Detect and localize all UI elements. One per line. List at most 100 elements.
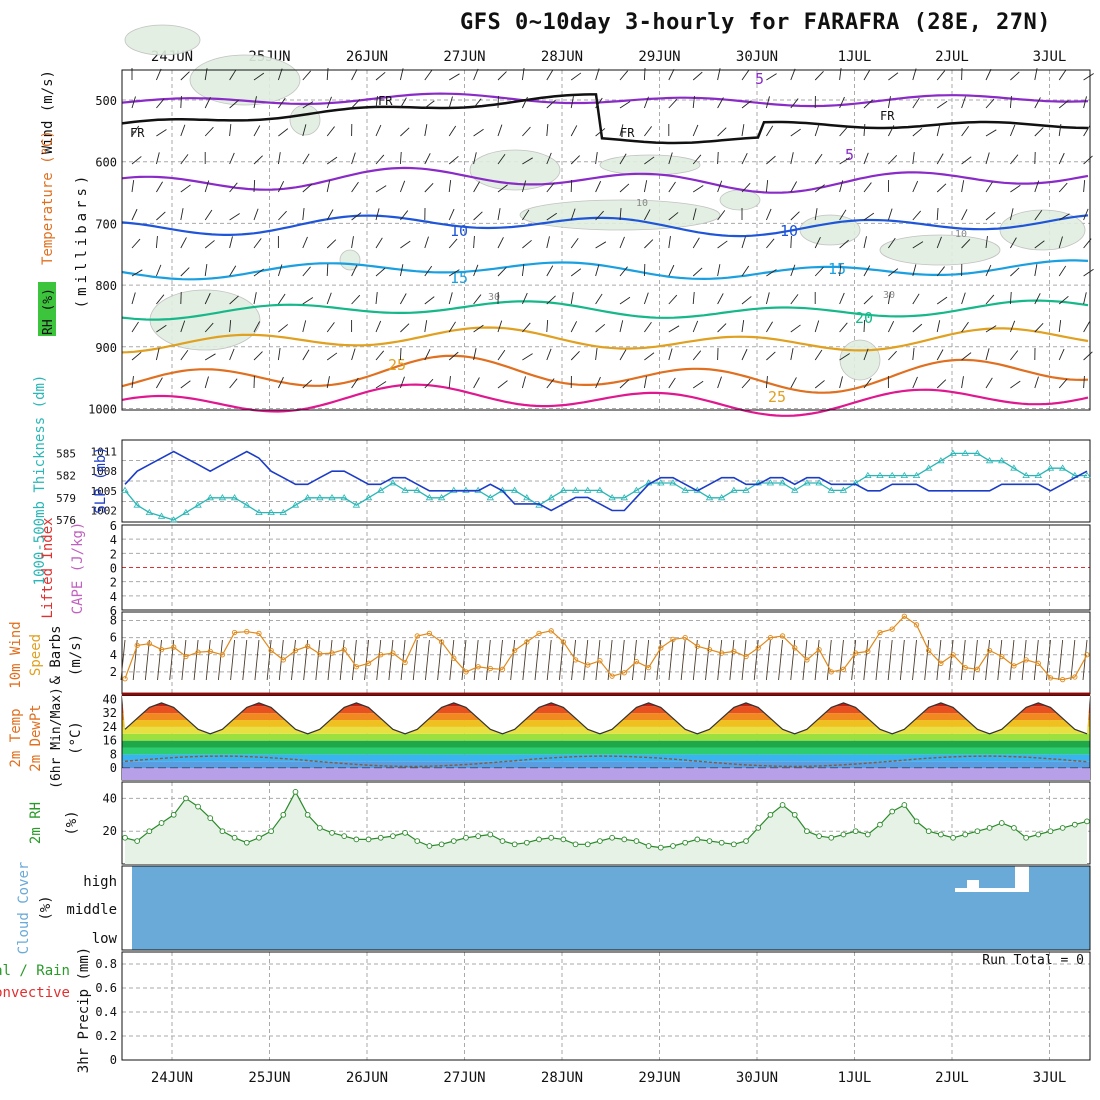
wind-barb xyxy=(448,180,452,193)
wind-speed-point xyxy=(926,647,932,654)
wind-barb xyxy=(473,211,483,221)
wind-barb-10m xyxy=(437,639,443,681)
wind-speed-point xyxy=(390,650,396,656)
date-label-bottom: 27JUN xyxy=(443,1070,485,1086)
rh-point xyxy=(268,828,274,835)
wind-barb xyxy=(961,292,966,305)
wind-axis-label: Wind (m/s) xyxy=(40,70,56,154)
wind-barb xyxy=(546,152,552,165)
wind-barb-10m xyxy=(985,639,991,681)
wind-barb xyxy=(375,71,386,81)
wind-barb-10m xyxy=(839,639,844,681)
wind-barb xyxy=(180,237,187,249)
run-total-label: Run Total = 0 xyxy=(982,953,1084,968)
wind-barb xyxy=(497,71,507,81)
wind-barb xyxy=(790,348,794,361)
rh-point xyxy=(560,836,567,843)
rh-point xyxy=(694,836,701,843)
panel-frame-slp xyxy=(121,439,1091,523)
rh-point xyxy=(986,825,993,831)
wind-barb xyxy=(595,323,606,333)
wind-barb xyxy=(814,320,820,333)
wind-speed-point xyxy=(414,633,420,639)
rh-point xyxy=(1084,818,1090,825)
wind-barb xyxy=(717,240,728,249)
wind-barb xyxy=(741,153,748,165)
thickness-point xyxy=(1034,471,1042,478)
wind-barb xyxy=(156,211,166,221)
wind-barb xyxy=(229,320,232,333)
wind-barb xyxy=(961,376,964,389)
wind-barb xyxy=(1083,375,1085,389)
rh-point xyxy=(390,833,396,839)
wind-barb xyxy=(863,236,867,249)
wind-barb xyxy=(1083,268,1094,277)
isotherm-label: 15 xyxy=(450,269,468,287)
wind-barb xyxy=(839,292,845,305)
temperature-tick: 24 xyxy=(103,720,117,734)
wind-barb xyxy=(766,238,775,249)
wind-barb xyxy=(668,98,678,109)
wind-barb xyxy=(522,126,531,137)
wind-barb xyxy=(1083,73,1094,81)
wind-speed-point xyxy=(682,635,688,641)
wind-barb xyxy=(814,237,821,249)
wind-barb xyxy=(546,295,556,305)
rh-shading xyxy=(599,154,701,176)
wind-speed-point xyxy=(426,630,433,637)
thickness-point xyxy=(547,494,555,501)
wind-barb xyxy=(277,348,281,361)
wind-barb xyxy=(668,181,676,193)
thickness-point xyxy=(255,508,263,515)
wind-barb-10m xyxy=(607,639,613,681)
wind-barb xyxy=(424,70,433,81)
wind-barb xyxy=(839,264,842,277)
wind-barb xyxy=(839,239,849,249)
wind-barb-10m xyxy=(814,639,820,681)
wind-barb xyxy=(863,265,871,277)
wind-barb xyxy=(156,181,163,193)
wind-barb xyxy=(351,265,358,277)
thickness-point xyxy=(717,494,726,501)
wind-barb-10m xyxy=(230,639,236,681)
rh-point xyxy=(779,802,786,808)
wind-barb xyxy=(595,210,604,221)
wind-speed-point xyxy=(402,659,408,666)
wind-speed-point xyxy=(146,641,153,647)
wind-barb xyxy=(473,235,475,249)
wind-barb xyxy=(351,212,362,221)
wind-barb xyxy=(546,348,552,361)
wind-barb xyxy=(912,97,920,109)
wind-barb-10m xyxy=(705,639,710,681)
wind-barb xyxy=(717,151,719,165)
wind-barb xyxy=(473,98,482,109)
rh-point xyxy=(195,803,201,810)
wind-barb xyxy=(790,235,792,249)
wind-barb xyxy=(400,97,407,109)
wind-speed-point xyxy=(487,665,493,672)
rh-point xyxy=(572,841,579,848)
wind-barb xyxy=(1083,125,1091,137)
wind-barb xyxy=(961,126,970,137)
wind-barb xyxy=(277,264,283,277)
wind-barb xyxy=(351,99,361,109)
wind-barb xyxy=(156,377,163,389)
wind-barb-10m xyxy=(692,639,698,681)
thickness-point xyxy=(803,479,811,486)
thickness-point xyxy=(778,479,787,486)
isotherm-label: 5 xyxy=(845,146,854,164)
date-label-bottom: 3JUL xyxy=(1033,1070,1067,1086)
wind-speed-point xyxy=(840,666,847,672)
date-label-top: 3JUL xyxy=(1033,49,1067,65)
thickness-series-line xyxy=(124,452,1087,521)
wind-barb xyxy=(619,208,622,221)
wind-barb-10m xyxy=(193,639,199,681)
wind-barb xyxy=(229,213,240,221)
rh2m-label: 2m RH xyxy=(28,802,44,844)
date-label-top: 30JUN xyxy=(736,49,778,65)
wind-speed-point xyxy=(122,676,128,682)
wind-barb xyxy=(619,153,627,165)
wind-barb xyxy=(326,156,338,165)
wind-barb xyxy=(888,350,897,361)
wind-speed-point xyxy=(158,646,165,653)
